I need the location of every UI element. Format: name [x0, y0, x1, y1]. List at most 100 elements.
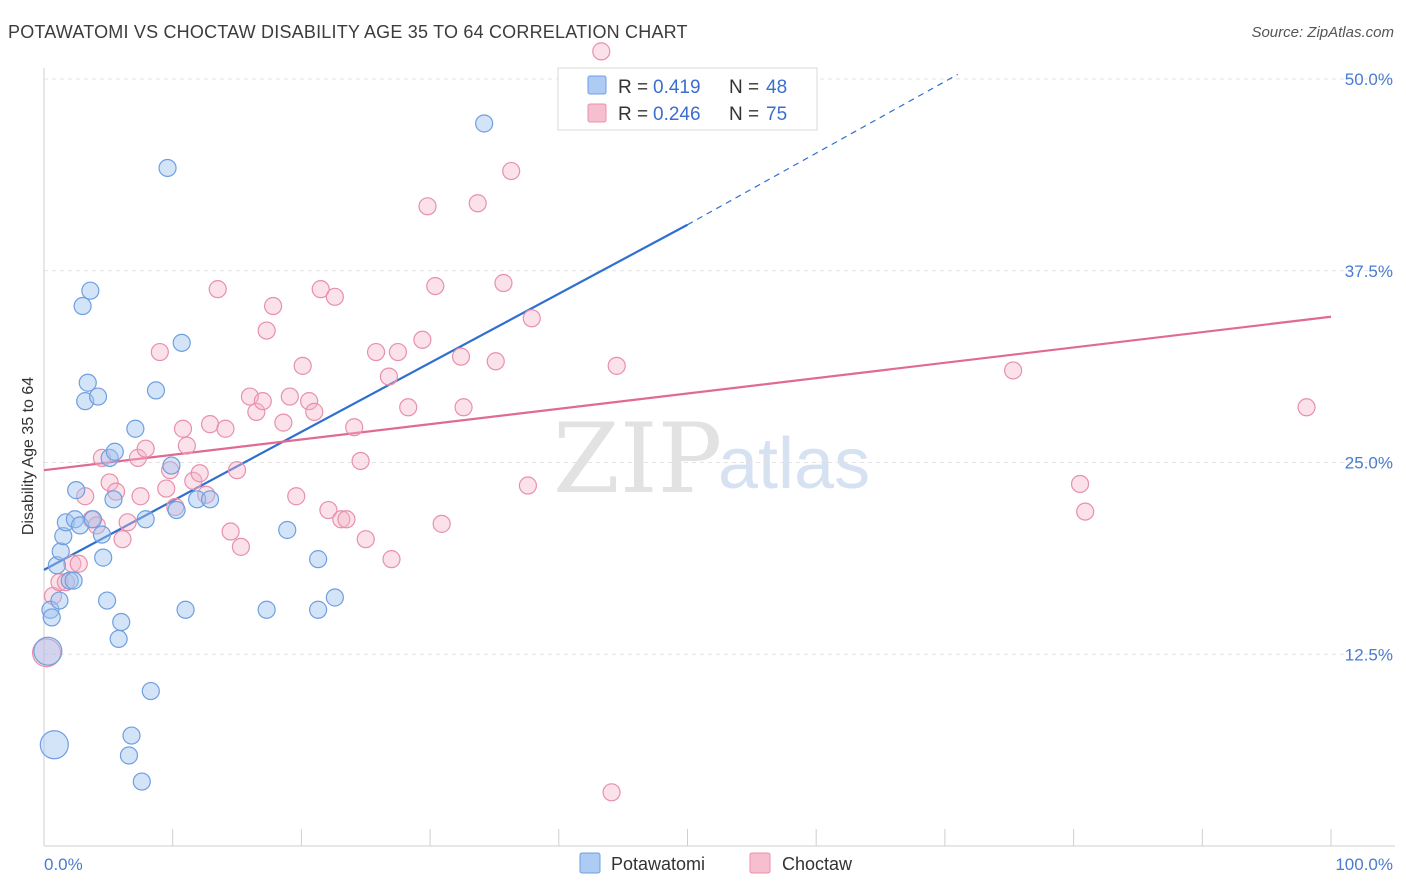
choctaw-point — [426, 276, 445, 296]
legend-r-value-potawatomi: 0.419 — [653, 77, 701, 98]
potawatomi-point — [132, 772, 151, 791]
choctaw-trendline — [43, 315, 1332, 472]
potawatomi-point — [54, 527, 73, 546]
legend-r-value-choctaw: 0.246 — [653, 104, 701, 125]
choctaw-point — [325, 287, 344, 306]
choctaw-point — [173, 419, 193, 438]
choctaw-point — [311, 280, 330, 299]
potawatomi-point — [60, 571, 79, 590]
gridlines — [44, 78, 1395, 655]
potawatomi-point — [39, 730, 69, 760]
choctaw-point — [345, 418, 364, 437]
choctaw-point — [76, 487, 95, 506]
potawatomi-point — [92, 525, 112, 544]
choctaw-point — [131, 487, 150, 506]
choctaw-point — [356, 530, 375, 549]
legend-r-label-choctaw: R = — [618, 104, 648, 125]
y-tick-label-1: 25.0% — [1345, 454, 1393, 473]
potawatomi-trendline-extension — [687, 73, 959, 226]
x-tick-label-max: 100.0% — [1335, 855, 1393, 874]
choctaw-point — [379, 367, 399, 386]
choctaw-point — [257, 321, 276, 340]
bottom-legend-label-choctaw: Choctaw — [782, 854, 853, 874]
potawatomi-point — [176, 600, 195, 619]
potawatomi-point — [112, 612, 131, 632]
potawatomi-point — [73, 296, 92, 316]
choctaw-point — [351, 451, 370, 471]
choctaw-point — [247, 402, 266, 421]
choctaw-point — [293, 356, 312, 375]
legend-n-value-choctaw: 75 — [766, 104, 787, 125]
potawatomi-point — [200, 490, 220, 509]
y-tick-labels: 12.5% 25.0% 37.5% 50.0% — [1345, 70, 1393, 664]
potawatomi-point — [188, 490, 207, 509]
potawatomi-point — [325, 588, 344, 607]
choctaw-point — [136, 439, 155, 458]
potawatomi-point — [257, 600, 276, 619]
potawatomi-point — [33, 636, 63, 666]
choctaw-point — [274, 413, 293, 432]
choctaw-point — [113, 530, 132, 549]
source-label: Source: ZipAtlas.com — [1251, 24, 1394, 41]
potawatomi-point — [158, 158, 177, 178]
legend-n-value-potawatomi: 48 — [766, 77, 787, 98]
choctaw-point — [418, 197, 437, 216]
chart-title: POTAWATOMI VS CHOCTAW DISABILITY AGE 35 … — [8, 22, 688, 42]
choctaw-point — [413, 330, 432, 349]
legend-swatch-choctaw — [587, 103, 607, 123]
potawatomi-point — [119, 746, 139, 765]
choctaw-point — [494, 273, 513, 293]
choctaw-point — [432, 514, 451, 533]
watermark-zip: ZIP — [553, 403, 722, 515]
potawatomi-point — [104, 490, 123, 509]
choctaw-point — [522, 309, 541, 328]
choctaw-point — [200, 415, 220, 434]
legend-n-label-choctaw: N = — [729, 104, 759, 125]
choctaw-point — [486, 352, 505, 371]
potawatomi-points — [33, 114, 494, 791]
bottom-legend-label-potawatomi: Potawatomi — [611, 854, 705, 874]
potawatomi-point — [122, 726, 141, 745]
choctaw-point — [451, 347, 471, 366]
choctaw-point — [216, 419, 235, 438]
choctaw-point — [69, 554, 88, 573]
choctaw-point — [177, 436, 196, 455]
potawatomi-point — [83, 510, 103, 529]
y-axis-title: Disability Age 35 to 64 — [20, 377, 37, 535]
choctaw-point — [150, 342, 169, 362]
y-tick-label-3: 50.0% — [1345, 70, 1393, 89]
choctaw-point — [31, 638, 62, 668]
choctaw-point — [518, 476, 538, 495]
choctaw-point — [118, 513, 137, 532]
choctaw-point — [300, 392, 319, 411]
potawatomi-point — [94, 548, 113, 567]
choctaw-point — [366, 342, 386, 362]
potawatomi-point — [42, 608, 61, 627]
choctaw-point — [221, 522, 240, 541]
legend-n-label-potawatomi: N = — [729, 77, 759, 98]
choctaw-point — [319, 500, 338, 520]
potawatomi-point — [309, 600, 328, 619]
choctaw-point — [166, 497, 185, 517]
choctaw-point — [263, 296, 283, 316]
potawatomi-point — [136, 510, 155, 529]
choctaw-point — [382, 550, 401, 569]
choctaw-point — [602, 783, 621, 802]
y-tick-label-2: 37.5% — [1345, 262, 1393, 281]
choctaw-point — [454, 398, 473, 417]
choctaw-point — [592, 42, 611, 61]
potawatomi-point — [475, 114, 494, 133]
choctaw-point — [305, 402, 324, 421]
potawatomi-point — [309, 550, 328, 569]
choctaw-point — [287, 487, 306, 506]
choctaw-point — [468, 194, 487, 213]
potawatomi-point — [172, 333, 191, 352]
choctaw-point — [227, 461, 247, 480]
potawatomi-point — [88, 387, 108, 406]
choctaw-point — [399, 398, 418, 417]
watermark-atlas: atlas — [718, 424, 870, 504]
bottom-legend-swatch-potawatomi — [579, 852, 601, 874]
choctaw-point — [337, 510, 356, 529]
choctaw-point — [231, 537, 251, 556]
